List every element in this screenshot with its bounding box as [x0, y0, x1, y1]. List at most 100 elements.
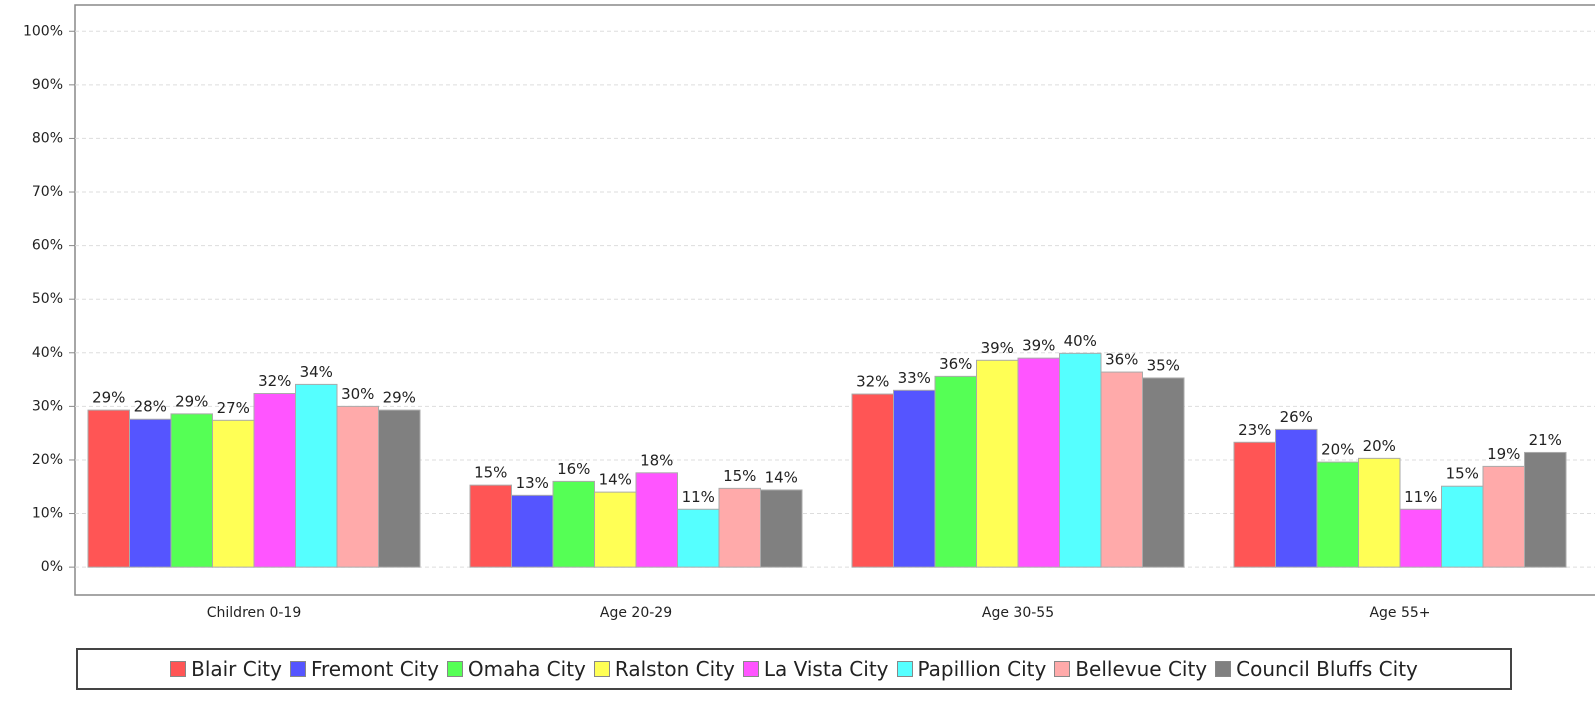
legend-swatch [170, 661, 187, 677]
data-label: 18% [640, 451, 673, 469]
legend-item: Fremont City [289, 657, 439, 681]
y-tick-label: 100% [23, 23, 63, 39]
bar [677, 508, 720, 568]
bar [851, 393, 894, 568]
data-label: 32% [856, 373, 889, 391]
data-label: 13% [516, 474, 549, 492]
data-label: 28% [134, 398, 167, 416]
legend-label: La Vista City [763, 657, 889, 681]
x-tick-label: Children 0-19 [207, 605, 301, 621]
bar [1017, 357, 1060, 568]
data-label: 19% [1487, 445, 1520, 463]
data-label: 39% [981, 339, 1014, 357]
bar [976, 359, 1019, 568]
legend-item: Ralston City [593, 657, 735, 681]
data-label: 29% [383, 389, 416, 407]
data-label: 14% [599, 471, 632, 489]
data-label: 36% [939, 355, 972, 373]
bar [511, 494, 554, 568]
bar [760, 489, 803, 568]
bar [635, 472, 678, 568]
bar [893, 389, 936, 568]
bar [253, 393, 296, 568]
y-tick-label: 70% [32, 184, 63, 200]
bar [295, 383, 338, 568]
legend-swatch [1215, 661, 1232, 677]
y-tick-label: 10% [32, 506, 63, 522]
data-label: 14% [765, 468, 798, 486]
data-label: 16% [557, 460, 590, 478]
legend-label: Council Bluffs City [1236, 657, 1418, 681]
bar [170, 413, 213, 568]
bar [87, 409, 130, 568]
data-label: 11% [682, 488, 715, 506]
legend-swatch [593, 661, 610, 677]
bar [212, 419, 255, 568]
legend-label: Papillion City [917, 657, 1047, 681]
bar [1316, 461, 1359, 568]
bar [934, 375, 977, 568]
bar [718, 487, 761, 568]
data-label: 20% [1363, 437, 1396, 455]
legend-swatch [742, 661, 759, 677]
bar [129, 418, 172, 568]
legend-label: Ralston City [614, 657, 735, 681]
legend-label: Omaha City [467, 657, 586, 681]
bar [1358, 457, 1401, 568]
legend-label: Fremont City [310, 657, 439, 681]
legend-label: Blair City [191, 657, 282, 681]
x-tick-label: Age 20-29 [600, 605, 672, 621]
y-tick-label: 30% [32, 398, 63, 414]
bar [552, 480, 595, 568]
legend-item: Papillion City [896, 657, 1047, 681]
bar [1441, 485, 1484, 568]
bar [1399, 508, 1442, 568]
y-tick-label: 80% [32, 130, 63, 146]
data-label: 39% [1022, 337, 1055, 355]
data-label: 33% [898, 369, 931, 387]
x-tick-label: Age 30-55 [982, 605, 1054, 621]
legend-item: Council Bluffs City [1215, 657, 1418, 681]
y-tick-label: 50% [32, 291, 63, 307]
legend-item: Blair City [170, 657, 282, 681]
bar [469, 484, 512, 568]
data-label: 32% [258, 372, 291, 390]
data-label: 23% [1238, 421, 1271, 439]
legend-swatch [896, 661, 913, 677]
legend-swatch [289, 661, 306, 677]
legend-item: Bellevue City [1054, 657, 1207, 681]
legend-item: Omaha City [446, 657, 586, 681]
bar [1100, 371, 1143, 568]
data-label: 40% [1064, 332, 1097, 350]
legend-item: La Vista City [742, 657, 889, 681]
legend-swatch [1054, 661, 1071, 677]
y-tick-label: 20% [32, 452, 63, 468]
data-label: 27% [217, 399, 250, 417]
data-label: 21% [1529, 431, 1562, 449]
data-label: 29% [92, 389, 125, 407]
data-label: 35% [1147, 356, 1180, 374]
data-label: 15% [474, 464, 507, 482]
legend: Blair City Fremont City Omaha City Ralston … [76, 648, 1512, 690]
bar [1059, 352, 1102, 568]
data-label: 11% [1404, 488, 1437, 506]
bar [1142, 377, 1185, 568]
bar [1275, 428, 1318, 568]
data-label: 15% [723, 467, 756, 485]
bar [1233, 441, 1276, 568]
chart: 0% 10% 20% 30% 40% 50% 60% 70% 80% 90% 100% Childre… [23, 4, 1595, 621]
data-label: 34% [300, 363, 333, 381]
data-label: 36% [1105, 351, 1138, 369]
bar [1482, 465, 1525, 568]
data-label: 26% [1280, 408, 1313, 426]
data-label: 20% [1321, 441, 1354, 459]
legend-swatch [446, 661, 463, 677]
x-tick-label: Age 55+ [1369, 605, 1430, 621]
data-label: 15% [1446, 465, 1479, 483]
bar [1524, 451, 1567, 568]
bar [378, 409, 421, 568]
data-label: 30% [341, 385, 374, 403]
bar [594, 491, 637, 568]
y-tick-label: 60% [32, 238, 63, 254]
